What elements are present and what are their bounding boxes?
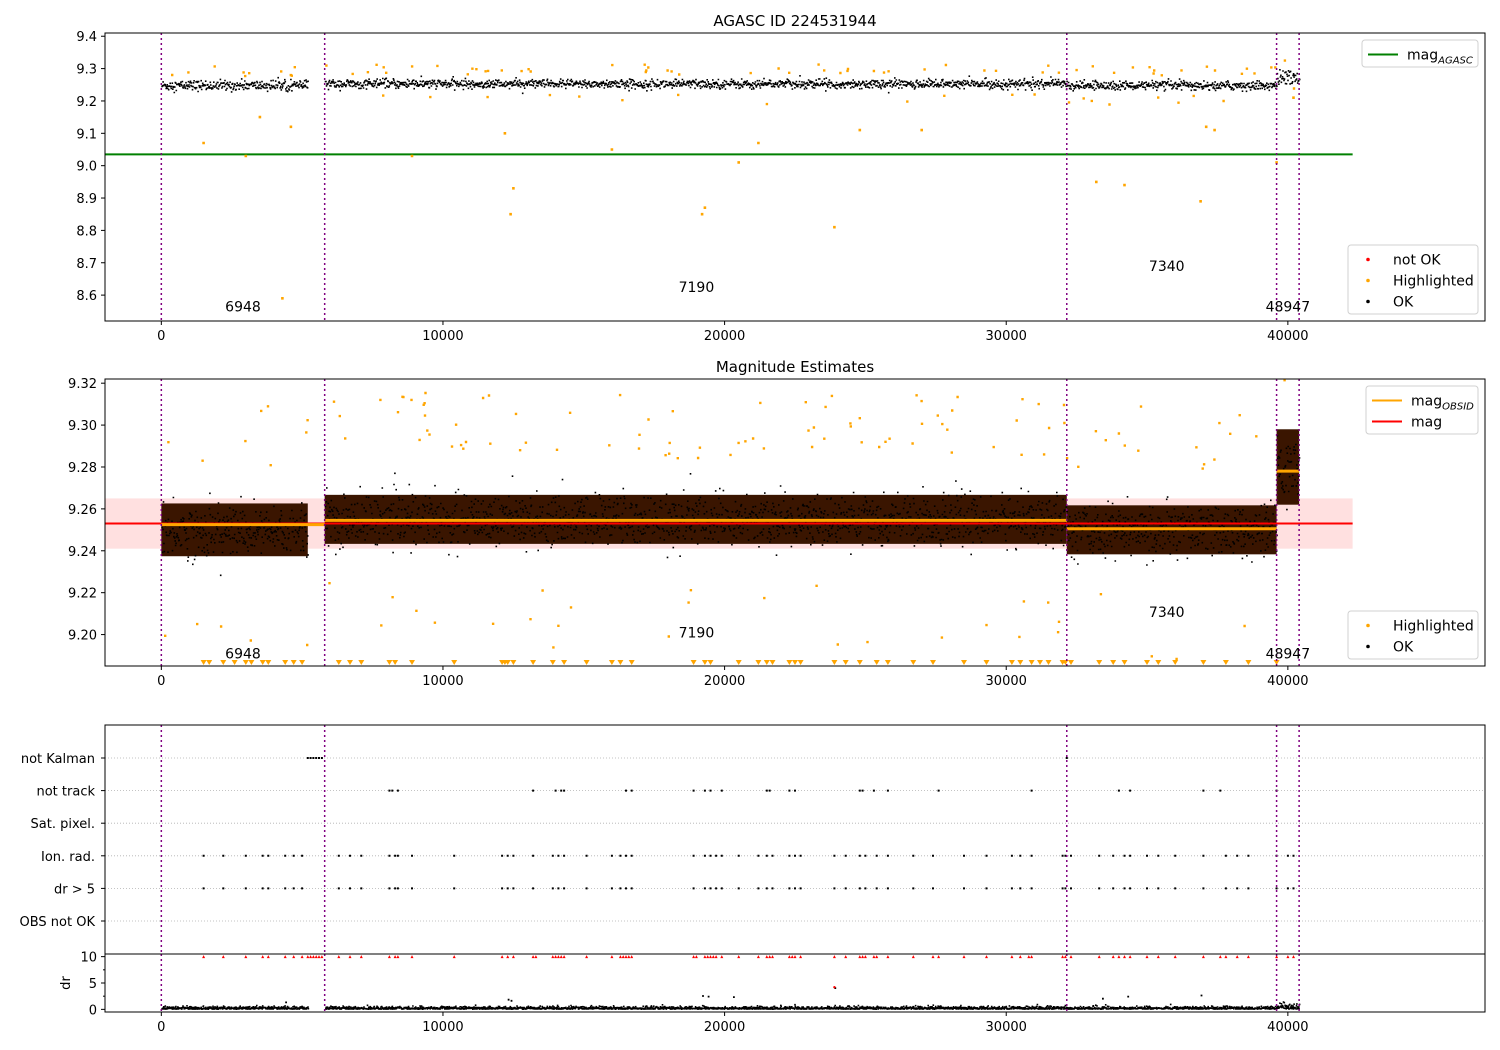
agasc-panel: AGASC ID 224531944 0 10000 20000 30000 40000…: [76, 12, 1486, 344]
x-tick-label: 30000: [986, 674, 1027, 689]
legend-label: not OK: [1393, 253, 1441, 269]
flag-label: not track: [36, 785, 95, 800]
y-tick-label: 9.20: [68, 629, 97, 644]
legend-label-subscript: OBSID: [1442, 402, 1474, 413]
y-tick-label: 5: [89, 977, 97, 992]
obsid-label: 48947: [1266, 647, 1311, 663]
x-tick-label: 0: [157, 329, 165, 344]
x-tick-label: 40000: [1267, 674, 1308, 689]
x-tick-label: 30000: [986, 1020, 1027, 1035]
not-ok-points: [202, 955, 1296, 959]
legend-swatch: [1366, 278, 1370, 283]
x-tick-label: 10000: [422, 674, 463, 689]
x-tick-label: 40000: [1267, 329, 1308, 344]
y-tick-label: 9.24: [68, 545, 97, 560]
flag-label: OBS not OK: [20, 915, 96, 930]
magnitude-estimates-panel: Magnitude Estimates 0 10000 20000 30000 4000…: [68, 358, 1486, 689]
dr-points: [161, 987, 1301, 1010]
y-tick-label: 8.9: [76, 192, 97, 207]
x-tick-label: 40000: [1267, 1020, 1308, 1035]
legend-box: [1347, 244, 1479, 315]
dr-ylabel: dr: [59, 976, 74, 990]
mag-estimates-axes-frame: [104, 378, 1486, 667]
obsid-label: 6948: [225, 647, 261, 663]
legend-label: Highlighted: [1393, 619, 1474, 635]
x-tick-label: 0: [157, 674, 165, 689]
y-tick-label: 9.1: [76, 127, 97, 142]
x-tick-label: 20000: [704, 329, 745, 344]
y-tick-label: 8.8: [76, 224, 97, 239]
legend-swatch: [1366, 257, 1370, 262]
dr-axes-frame: [104, 953, 1486, 1013]
y-tick-label: 9.26: [68, 503, 97, 518]
agasc-axes-frame: [104, 32, 1486, 322]
y-tick-label: 0: [89, 1003, 97, 1018]
highlighted-clipped-markers: [200, 660, 1280, 665]
legend-swatch: [1366, 299, 1370, 304]
flags-panel: not Kalman not track Sat. pixel. Ion. rad. d…: [20, 724, 1486, 955]
obsid-label: 7190: [679, 280, 715, 296]
x-tick-label: 20000: [704, 674, 745, 689]
ok-points: [161, 69, 1301, 95]
dr-panel: 0 10000 20000 30000 40000 0 5 10 dr: [59, 951, 1486, 1035]
legend-swatch: [1366, 644, 1370, 649]
x-tick-label: 20000: [704, 1020, 745, 1035]
not-ok-point: [833, 986, 836, 989]
legend-label: OK: [1393, 295, 1414, 311]
y-tick-label: 9.3: [76, 63, 97, 78]
y-tick-label: 9.4: [76, 30, 97, 45]
legend-label: OK: [1393, 640, 1414, 656]
obsid-label: 7340: [1149, 605, 1185, 621]
y-tick-label: 9.0: [76, 160, 97, 175]
legend-label-subscript: AGASC: [1437, 56, 1473, 67]
obsid-label: 6948: [225, 299, 261, 315]
x-tick-label: 0: [157, 1020, 165, 1035]
obsid-label: 7190: [679, 626, 715, 642]
legend-swatch: [1366, 623, 1370, 628]
flag-label: Ion. rad.: [41, 850, 95, 865]
ok-points-core: [1276, 429, 1300, 505]
legend-label: mag: [1411, 415, 1442, 431]
y-tick-label: 8.7: [76, 257, 97, 272]
y-tick-label: 10: [80, 951, 97, 966]
flag-label: Sat. pixel.: [31, 817, 95, 832]
legend-box: [1347, 610, 1479, 660]
panel-title-mag-estimates: Magnitude Estimates: [716, 358, 874, 376]
y-tick-label: 9.28: [68, 461, 97, 476]
y-tick-label: 8.6: [76, 289, 97, 304]
highlighted-outliers: [202, 96, 1295, 300]
flag-label: dr > 5: [54, 882, 95, 897]
y-tick-label: 9.32: [68, 377, 97, 392]
flag-label: not Kalman: [21, 752, 95, 767]
x-tick-label: 30000: [986, 329, 1027, 344]
flag-points: [388, 789, 1278, 792]
legend-box: [1361, 39, 1479, 68]
flags-axes-frame: [104, 724, 1486, 955]
panel-title-agasc: AGASC ID 224531944: [713, 12, 876, 30]
y-tick-label: 9.22: [68, 587, 97, 602]
x-tick-label: 10000: [422, 329, 463, 344]
obsid-label: 7340: [1149, 259, 1185, 275]
x-tick-label: 10000: [422, 1020, 463, 1035]
obsid-label: 48947: [1266, 299, 1311, 315]
y-tick-label: 9.30: [68, 419, 97, 434]
legend-label: Highlighted: [1393, 274, 1474, 290]
y-tick-label: 9.2: [76, 95, 97, 110]
